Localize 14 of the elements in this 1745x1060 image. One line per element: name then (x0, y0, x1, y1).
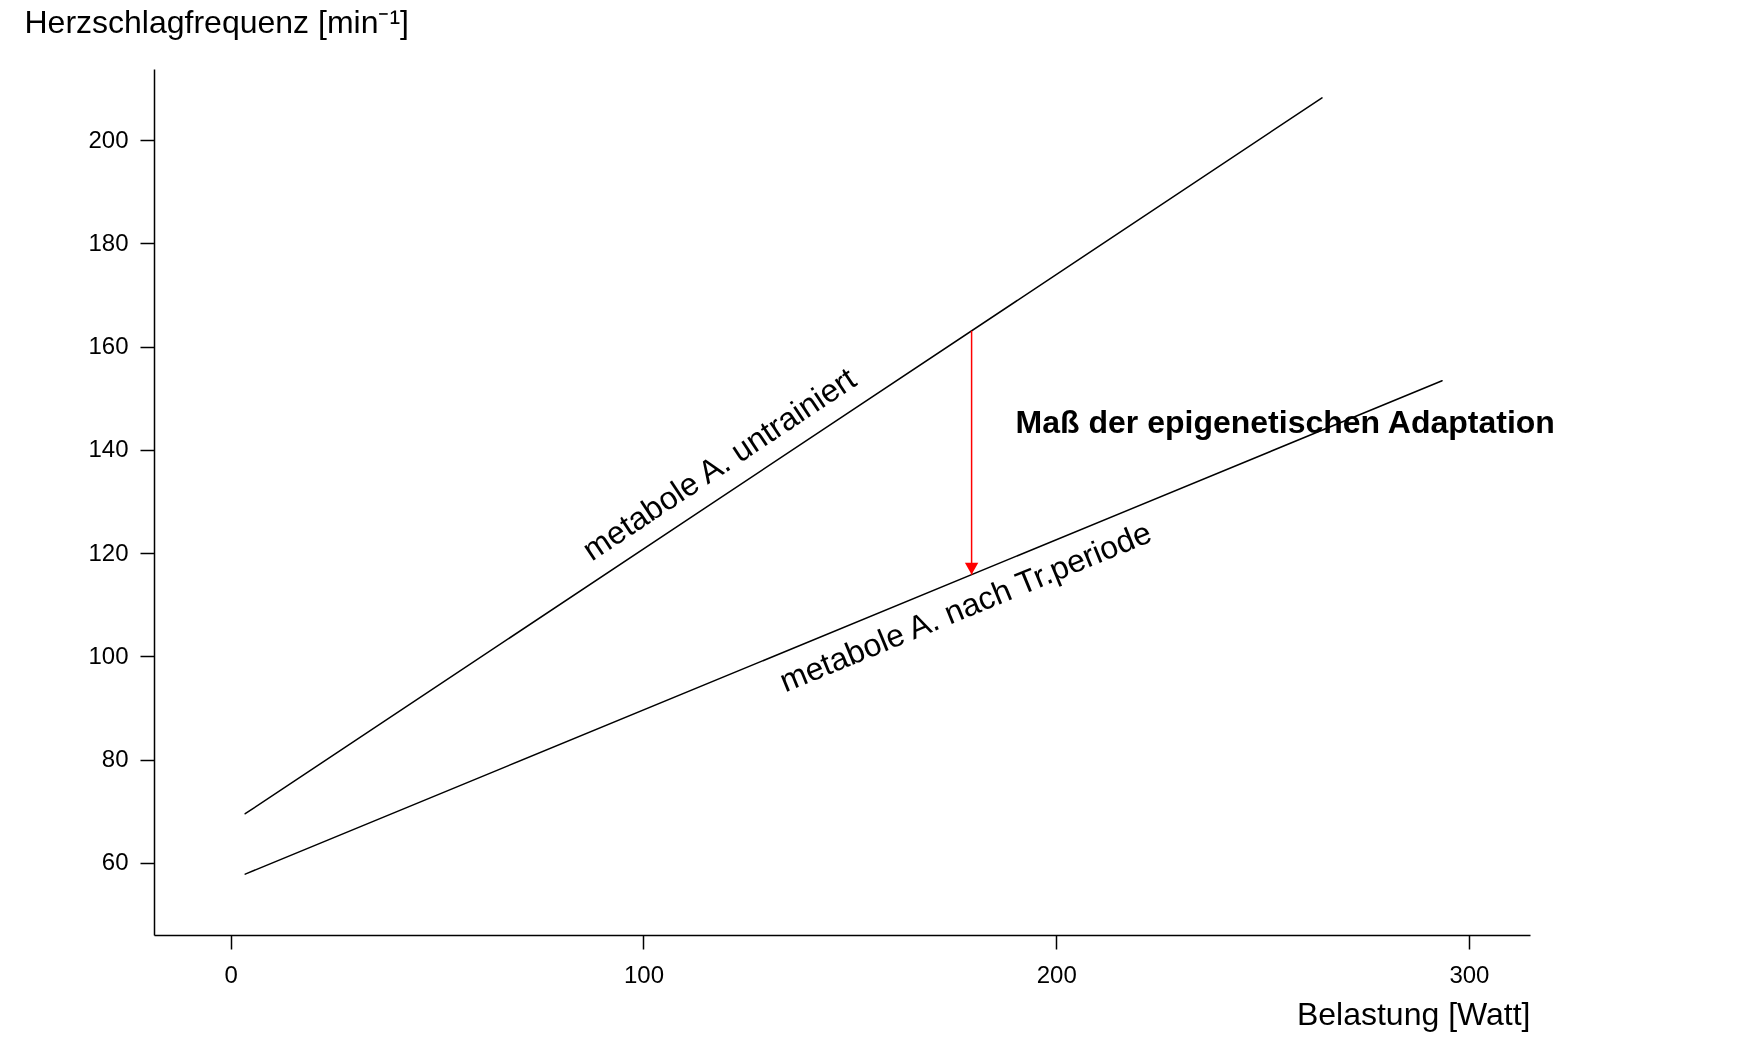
y-tick-label: 100 (88, 641, 129, 669)
x-tick-label: 200 (1036, 960, 1077, 988)
y-tick-label: 180 (88, 228, 129, 256)
y-tick-label: 120 (88, 538, 129, 566)
y-tick-label: 80 (101, 745, 129, 773)
x-tick-label: 0 (224, 960, 238, 988)
x-tick-label: 300 (1449, 960, 1490, 988)
y-tick-label: 140 (88, 435, 129, 463)
x-tick-label: 100 (623, 960, 665, 988)
y-tick-label: 200 (88, 125, 129, 153)
x-axis-title: Belastung [Watt] (1296, 995, 1531, 1032)
y-tick-label: 60 (101, 848, 129, 876)
y-axis-title: Herzschlagfrequenz [min⁻¹] (24, 3, 409, 40)
y-tick-label: 160 (88, 332, 129, 360)
